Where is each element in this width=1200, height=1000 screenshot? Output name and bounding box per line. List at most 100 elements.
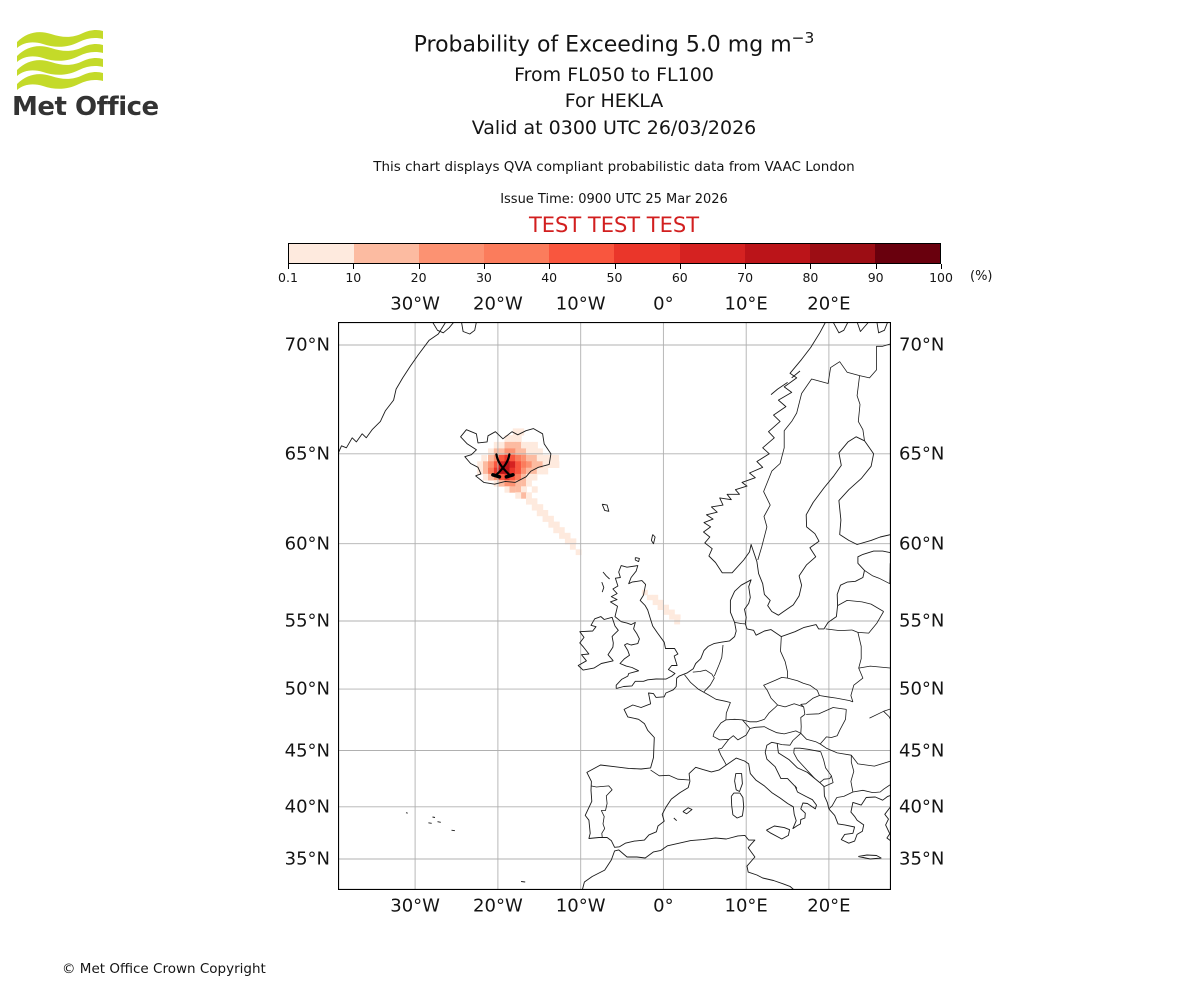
- lat-label-right: 60°N: [899, 533, 945, 555]
- colorbar-tick-label: 10: [345, 270, 362, 285]
- plume-cell: [536, 510, 543, 517]
- country-border: [800, 695, 820, 708]
- plume-cell: [510, 448, 516, 456]
- country-border: [777, 733, 802, 746]
- country-border: [734, 622, 746, 625]
- plume-cell: [553, 461, 560, 468]
- subtitle-volcano: For HEKLA: [564, 90, 664, 112]
- coastline: [432, 321, 455, 334]
- colorbar-tick-label: 80: [802, 270, 819, 285]
- subtitle-valid-time: Valid at 0300 UTC 26/03/2026: [471, 117, 757, 139]
- plume-cell: [504, 467, 511, 475]
- lon-label-bottom: 0°: [653, 895, 674, 917]
- coastline: [460, 428, 552, 485]
- plume-cell: [512, 428, 519, 436]
- lat-label-left: 65°N: [284, 443, 330, 465]
- lon-label-top: 20°E: [807, 293, 851, 315]
- plume-cell: [526, 461, 532, 468]
- plume-cell: [531, 473, 538, 481]
- plume-cell: [488, 448, 494, 456]
- plume-cell: [646, 594, 653, 601]
- colorbar-tick: [941, 264, 942, 269]
- plume-cell: [536, 467, 543, 475]
- plume-cell: [509, 486, 516, 493]
- plume-cell: [559, 532, 565, 539]
- lat-label-right: 55°N: [899, 610, 945, 632]
- plume-cell: [663, 604, 669, 610]
- colorbar: 0.1 10 20 30 40 50 60 70 80 90 100: [278, 243, 953, 293]
- lat-label-right: 70°N: [899, 334, 945, 356]
- plume-cell: [531, 461, 538, 468]
- plume-cell: [498, 480, 505, 487]
- plume-cell: [521, 473, 527, 481]
- plume-cell: [537, 504, 544, 511]
- plume-cell: [493, 461, 500, 468]
- lon-label-bottom: 10°W: [555, 895, 606, 917]
- country-border: [836, 791, 854, 798]
- coastline: [581, 834, 795, 891]
- plume-cell: [515, 448, 522, 456]
- plume-cell: [526, 473, 532, 481]
- colorbar-tick-label: 40: [541, 270, 558, 285]
- logo-wave: [17, 43, 103, 62]
- lat-label-left: 40°N: [284, 796, 330, 818]
- plume-cell: [558, 527, 565, 534]
- plume-cell: [509, 454, 516, 462]
- plume-cell: [668, 609, 675, 615]
- plume-cell: [542, 510, 549, 517]
- colorbar-segment-10-20: [354, 244, 420, 263]
- colorbar-segment-40-50: [549, 244, 615, 263]
- plume-cell: [515, 441, 522, 449]
- coastline: [432, 816, 436, 818]
- plume-cell: [509, 467, 516, 475]
- plume-cell: [542, 454, 549, 462]
- country-border: [757, 343, 892, 561]
- colorbar-segment-50-60: [614, 244, 680, 263]
- logo-wave: [17, 71, 103, 90]
- plume-cell: [521, 480, 527, 487]
- plume-cell: [515, 480, 522, 487]
- plume-cell: [510, 435, 517, 443]
- plume-cell: [531, 467, 538, 475]
- plume-cell: [641, 589, 648, 596]
- plume-cell: [515, 454, 522, 462]
- plume-cell: [531, 486, 538, 493]
- coastline: [337, 321, 447, 454]
- plume-cell: [515, 473, 522, 481]
- colorbar-segment-70-80: [744, 244, 810, 263]
- logo-wave: [17, 57, 103, 76]
- plume-cell: [531, 454, 538, 462]
- plume-cell: [510, 441, 516, 449]
- country-border: [857, 611, 884, 634]
- plume-cell: [521, 441, 527, 449]
- colorbar-tick-label: 100: [929, 270, 953, 285]
- plume-cell: [669, 614, 676, 620]
- country-border: [763, 677, 788, 706]
- coastline: [650, 534, 656, 545]
- colorbar-unit: (%): [970, 269, 993, 284]
- plume-cell: [570, 538, 577, 545]
- plume-cell: [521, 486, 527, 493]
- lon-label-top: 30°W: [390, 293, 440, 315]
- country-border: [712, 719, 751, 741]
- country-border: [856, 375, 865, 441]
- coastline: [601, 503, 610, 512]
- plume-cell: [569, 543, 576, 550]
- country-border: [749, 726, 801, 735]
- plume-cell: [537, 448, 543, 456]
- plume-cell: [483, 473, 489, 481]
- plume-cell: [504, 461, 511, 468]
- country-border: [713, 644, 724, 677]
- plume-cell: [526, 467, 532, 475]
- country-border: [800, 733, 821, 745]
- colorbar-tick-label: 70: [737, 270, 754, 285]
- plume-cell: [498, 454, 505, 462]
- plume-cell: [547, 454, 554, 462]
- colorbar-tick-label: 90: [867, 270, 884, 285]
- plume-cell: [564, 532, 571, 539]
- colorbar-tick-label: 0.1: [278, 270, 298, 285]
- colorbar-segment-30-40: [484, 244, 550, 263]
- country-border: [837, 600, 884, 612]
- plume-cell: [518, 428, 525, 436]
- plume-cell: [515, 492, 522, 499]
